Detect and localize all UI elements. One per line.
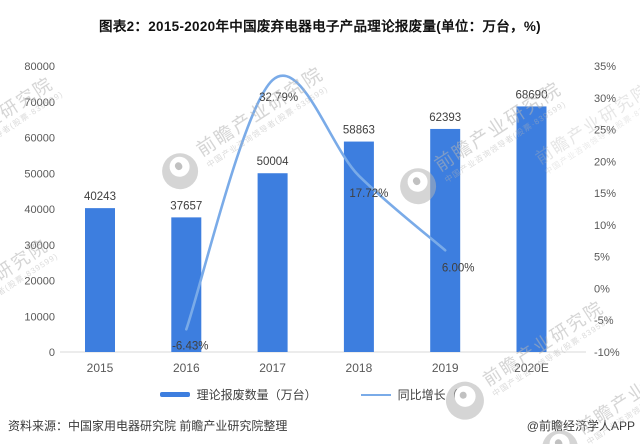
source-note: 资料来源：中国家用电器研究院 前瞻产业研究院整理	[8, 419, 288, 433]
left-axis-tick: 60000	[24, 133, 55, 145]
right-axis-tick: -5%	[594, 315, 614, 327]
growth-line	[185, 74, 447, 331]
bar-2020E	[516, 106, 547, 352]
bar-2018	[343, 141, 374, 352]
bar-2017	[257, 173, 288, 352]
left-axis-tick: 20000	[24, 276, 55, 288]
x-axis-label-2020E: 2020E	[514, 361, 549, 375]
left-axis-tick: 0	[49, 347, 55, 359]
right-axis-tick: 5%	[594, 252, 610, 264]
bar-value-label: 58863	[343, 125, 375, 137]
bar-swatch	[159, 392, 190, 397]
left-axis-tick: 70000	[24, 97, 55, 109]
bar-value-label: 68690	[516, 89, 548, 101]
right-axis-tick: 25%	[594, 125, 616, 137]
left-axis-tick: 10000	[24, 311, 55, 323]
legend-label-line: 同比增长（%）	[397, 388, 481, 402]
right-axis-tick: 30%	[594, 93, 616, 105]
bar-2016	[171, 217, 202, 352]
bar-value-label: 50004	[257, 156, 290, 168]
right-axis-tick: -10%	[594, 347, 620, 359]
right-axis-tick: 0%	[594, 283, 610, 295]
growth-value-label: -6.43%	[172, 340, 208, 352]
left-axis-tick: 50000	[24, 168, 55, 180]
growth-value-label: 17.72%	[349, 188, 388, 200]
bar-value-label: 62393	[429, 112, 461, 124]
legend-item-bars: 理论报废数量（万台）	[159, 386, 317, 403]
legend: 理论报废数量（万台） 同比增长（%）	[0, 386, 640, 403]
bar-value-label: 40243	[84, 191, 116, 203]
left-axis-tick: 30000	[24, 240, 55, 252]
right-axis-tick: 35%	[594, 61, 616, 73]
line-swatch	[360, 393, 391, 396]
right-axis-tick: 15%	[594, 188, 616, 200]
credit-note: @前瞻经济学人APP	[526, 419, 635, 433]
growth-value-label: 6.00%	[442, 262, 475, 274]
x-axis-label-2015: 2015	[87, 361, 114, 375]
x-axis-label-2019: 2019	[432, 361, 459, 375]
right-axis-tick: 20%	[594, 156, 616, 168]
bar-value-label: 37657	[170, 200, 202, 212]
left-axis-tick: 80000	[24, 61, 55, 73]
x-axis-label-2018: 2018	[346, 361, 373, 375]
x-axis-label-2016: 2016	[173, 361, 200, 375]
bar-2015	[85, 208, 115, 352]
footer: 资料来源：中国家用电器研究院 前瞻产业研究院整理 @前瞻经济学人APP	[8, 417, 635, 434]
legend-label-bars: 理论报废数量（万台）	[196, 388, 317, 402]
chart-title: 图表2：2015-2020年中国废弃电器电子产品理论报废量(单位：万台，%)	[99, 19, 541, 34]
left-axis-tick: 40000	[24, 204, 55, 216]
right-axis-tick: 10%	[594, 220, 616, 232]
growth-value-label: 32.79%	[259, 92, 298, 104]
x-axis-label-2017: 2017	[259, 361, 286, 375]
legend-item-line: 同比增长（%）	[360, 386, 481, 403]
